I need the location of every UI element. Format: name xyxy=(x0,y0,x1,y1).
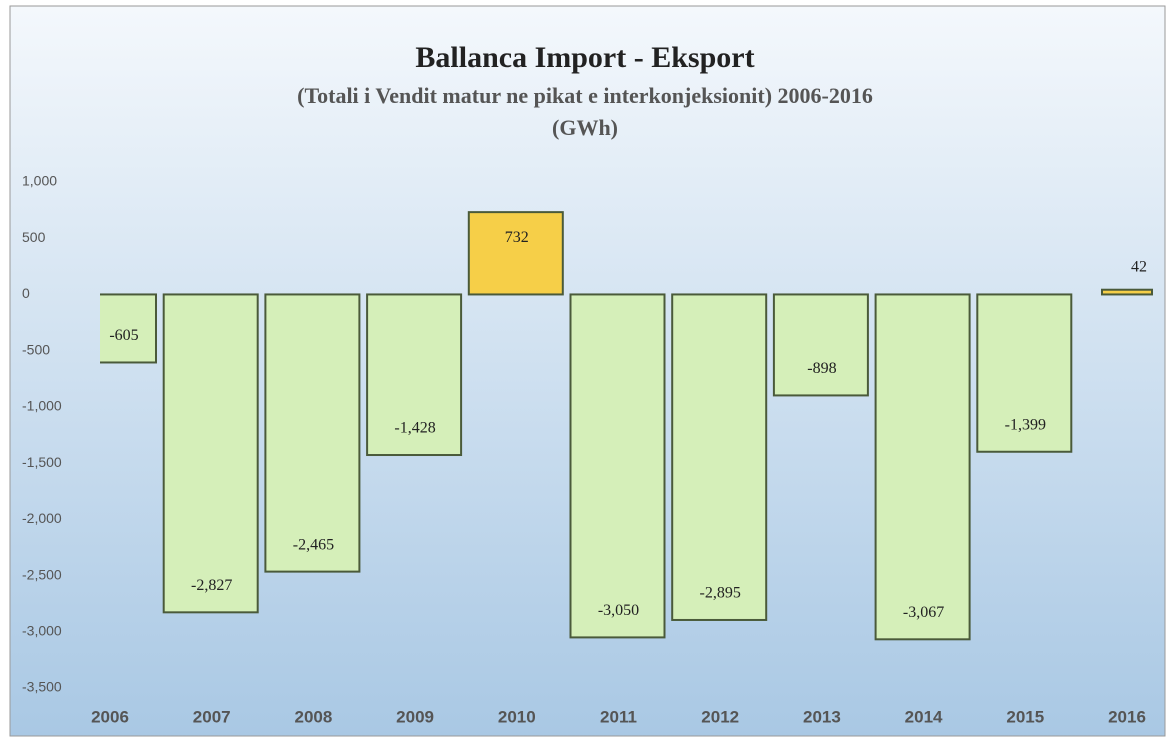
bar xyxy=(671,293,768,621)
bar xyxy=(1101,288,1153,296)
y-tick-label: 0 xyxy=(22,285,30,301)
plot xyxy=(100,211,1153,641)
x-tick-label: 2016 xyxy=(1108,707,1146,726)
data-label: -605 xyxy=(109,327,138,344)
x-tick-label: 2015 xyxy=(1006,707,1044,726)
data-label: -1,399 xyxy=(1005,416,1046,433)
data-label: -898 xyxy=(807,360,836,377)
x-tick-label: 2006 xyxy=(91,707,129,726)
data-label: 732 xyxy=(505,229,529,246)
x-tick-label: 2009 xyxy=(396,707,434,726)
y-tick-label: 1,000 xyxy=(22,173,57,189)
bar xyxy=(569,293,666,639)
bar xyxy=(162,293,259,614)
chart-title: Ballanca Import - Eksport xyxy=(415,41,754,74)
x-tick-label: 2008 xyxy=(294,707,332,726)
y-tick-label: -2,500 xyxy=(22,566,62,582)
data-label: -2,895 xyxy=(700,585,741,602)
data-label: -1,428 xyxy=(394,420,435,437)
unit-label: (GWh) xyxy=(552,115,618,140)
y-tick-label: -3,500 xyxy=(22,679,62,695)
x-tick-label: 2011 xyxy=(600,707,637,726)
bar xyxy=(264,293,361,573)
data-label: -2,827 xyxy=(191,577,232,594)
data-label: 42 xyxy=(1131,258,1147,275)
bar xyxy=(976,293,1073,453)
data-label: -3,050 xyxy=(598,602,639,619)
y-tick-label: -3,000 xyxy=(22,622,62,638)
data-label: -3,067 xyxy=(903,604,944,621)
bar xyxy=(366,293,463,457)
bar xyxy=(772,293,869,397)
x-tick-label: 2014 xyxy=(905,707,943,726)
y-tick-label: -2,000 xyxy=(22,510,62,526)
data-label: -2,465 xyxy=(293,536,334,553)
x-tick-label: 2007 xyxy=(193,707,231,726)
y-tick-label: -1,500 xyxy=(22,454,62,470)
y-tick-label: -1,000 xyxy=(22,398,62,414)
y-tick-label: 500 xyxy=(22,229,46,245)
chart-subtitle: (Totali i Vendit matur ne pikat e interk… xyxy=(297,83,873,108)
bar xyxy=(874,293,971,641)
x-tick-label: 2010 xyxy=(498,707,536,726)
bar xyxy=(467,211,564,296)
y-tick-label: -500 xyxy=(22,341,50,357)
x-tick-label: 2013 xyxy=(803,707,841,726)
x-tick-label: 2012 xyxy=(701,707,739,726)
bar xyxy=(100,293,157,364)
